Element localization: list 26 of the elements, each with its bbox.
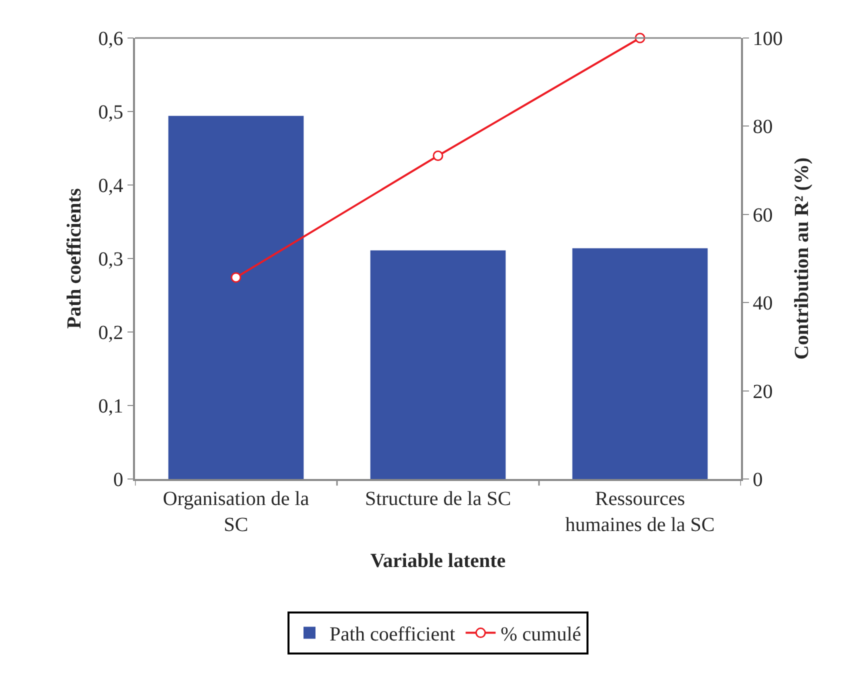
y2-tick-label: 40 (752, 292, 773, 315)
x-tick-label: Structure de la SC (364, 488, 512, 510)
y2-axis-title: Contribution au R² (%) (790, 157, 813, 360)
bar (572, 248, 708, 479)
x-tick-label: Ressources humaines de la SC (565, 488, 715, 536)
y-tick-label: 0,4 (98, 175, 124, 197)
bar (370, 250, 506, 479)
legend-label: Path coefficient (330, 624, 456, 646)
y-tick-label: 0,1 (98, 396, 124, 418)
y-tick-label: 0,5 (98, 102, 124, 124)
point (230, 272, 242, 283)
bar (168, 116, 304, 479)
y-tick-label: 0,3 (98, 248, 124, 270)
point (432, 150, 444, 161)
y-tick-label: 0,6 (98, 28, 124, 50)
x-axis-title: Variable latente (370, 550, 506, 572)
legend-label: % cumulé (500, 624, 582, 646)
y2-tick-label: 0 (752, 469, 763, 491)
y2-tick-label: 80 (752, 116, 773, 138)
y-tick-label: 0,2 (98, 322, 124, 344)
y-axis-title: Path coefficients (63, 188, 86, 329)
y-tick-label: 0 (113, 469, 124, 491)
y2-tick-label: 100 (752, 28, 783, 50)
y2-tick-label: 60 (752, 204, 773, 226)
y2-tick-label: 20 (752, 380, 773, 403)
x-tick-label: Organisation de la SC (162, 488, 310, 536)
